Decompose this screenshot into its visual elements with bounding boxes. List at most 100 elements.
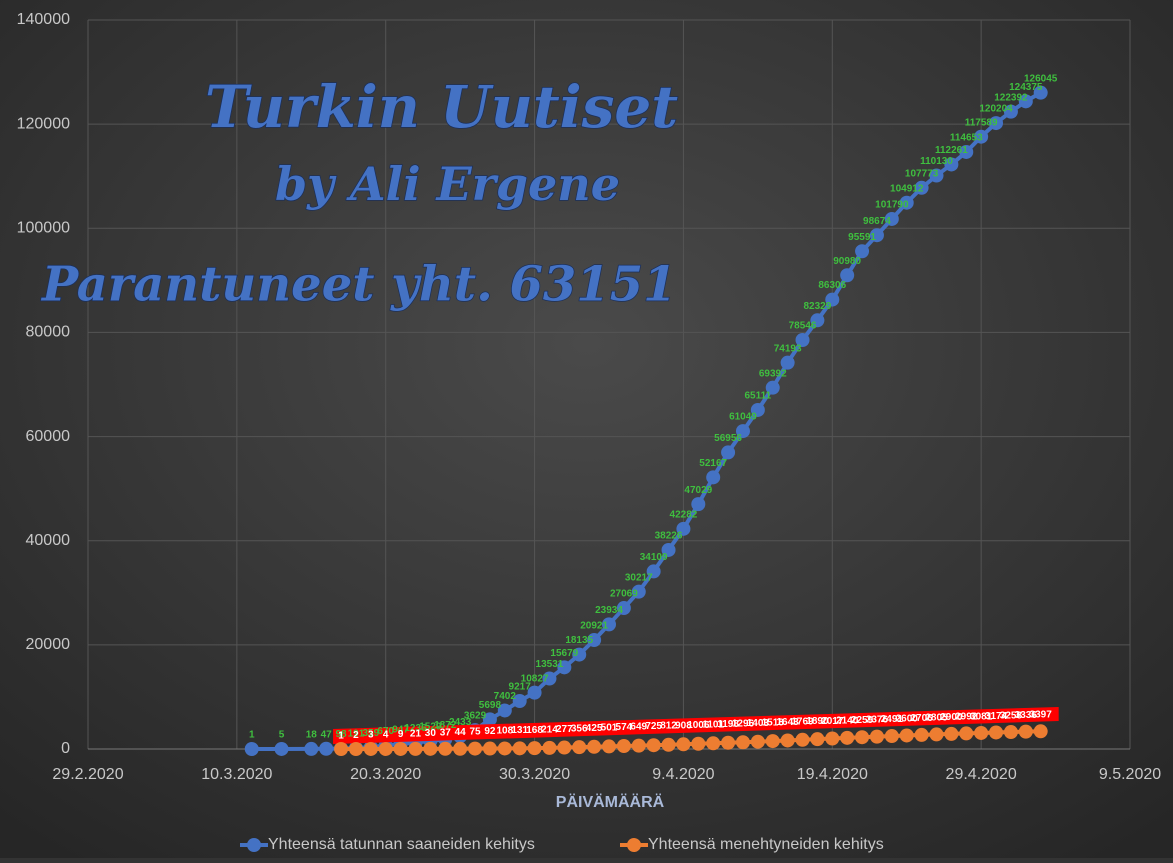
data-point: [929, 727, 944, 742]
data-point: [959, 144, 974, 159]
data-label: 69392: [759, 368, 787, 379]
data-label: 86306: [818, 280, 846, 291]
data-label: 2706: [910, 713, 933, 724]
data-label: 5698: [479, 700, 502, 711]
data-label: 9217: [509, 682, 532, 693]
data-point: [646, 738, 661, 753]
data-point: [378, 741, 393, 756]
data-label: 90980: [833, 256, 861, 267]
data-point: [408, 741, 423, 756]
data-label: 3258: [1000, 710, 1023, 721]
data-point: [676, 737, 691, 752]
data-label: 131: [511, 725, 528, 736]
y-tick-label: 60000: [26, 428, 71, 445]
data-label: 65111: [744, 391, 771, 402]
data-point: [780, 355, 795, 370]
data-label: 3397: [1030, 709, 1053, 720]
data-point: [497, 741, 512, 756]
data-label: 1872: [434, 720, 457, 731]
data-point: [348, 741, 363, 756]
data-label: 2140: [836, 715, 859, 726]
data-label: 1: [249, 730, 255, 741]
data-label: 56956: [714, 433, 742, 444]
data-label: 42282: [670, 509, 698, 520]
x-tick-label: 20.3.2020: [350, 766, 421, 783]
data-label: 120204: [979, 104, 1013, 115]
data-label: 649: [630, 722, 647, 733]
data-point: [363, 741, 378, 756]
data-label: 101790: [875, 200, 909, 211]
data-point: [631, 738, 646, 753]
data-label: 2017: [821, 716, 844, 727]
data-label: 30: [425, 728, 437, 739]
y-tick-label: 140000: [17, 11, 70, 28]
data-label: 124375: [1009, 82, 1043, 93]
data-label: 1403: [747, 718, 770, 729]
data-label: 2491: [881, 714, 904, 725]
data-point: [825, 731, 840, 746]
data-point: [631, 584, 646, 599]
data-label: 812: [660, 721, 677, 732]
data-label: 2900: [940, 712, 963, 723]
data-label: 3629: [464, 711, 487, 722]
data-point: [244, 741, 259, 756]
data-label: 114653: [950, 133, 983, 144]
legend-swatch-marker: [627, 838, 641, 852]
data-point: [527, 685, 542, 700]
data-label: 2433: [449, 717, 472, 728]
data-point: [661, 737, 676, 752]
data-point: [691, 736, 706, 751]
data-label: 2: [353, 730, 359, 741]
legend-swatch-marker: [247, 838, 261, 852]
data-label: 112261: [935, 145, 968, 156]
data-label: 61049: [729, 412, 757, 423]
data-label: 191: [348, 729, 365, 740]
legend-label: Yhteensä menehtyneiden kehitys: [648, 836, 884, 853]
watermark-title: Turkin Uutiset: [205, 73, 678, 141]
data-point: [1018, 724, 1033, 739]
data-label: 34109: [640, 552, 668, 563]
data-label: 52167: [699, 458, 727, 469]
data-label: 30217: [625, 572, 653, 583]
data-label: 92: [484, 726, 496, 737]
data-label: 277: [556, 724, 573, 735]
data-label: 117589: [965, 117, 998, 128]
data-point: [750, 402, 765, 417]
data-point: [512, 741, 527, 756]
data-label: 13531: [536, 659, 564, 670]
data-label: 908: [675, 720, 692, 731]
x-tick-label: 29.4.2020: [946, 766, 1017, 783]
data-point: [706, 470, 721, 485]
data-point: [304, 741, 319, 756]
data-label: 15679: [550, 648, 578, 659]
data-label: 1: [338, 731, 344, 742]
data-label: 38226: [655, 531, 683, 542]
data-point: [795, 732, 810, 747]
data-label: 1890: [806, 716, 829, 727]
data-label: 21: [410, 728, 422, 739]
data-label: 1101: [702, 719, 724, 730]
data-label: 3081: [970, 711, 993, 722]
data-point: [453, 741, 468, 756]
data-point: [691, 497, 706, 512]
data-label: 44: [455, 727, 467, 738]
data-label: 9: [398, 729, 404, 740]
data-point: [661, 542, 676, 557]
y-tick-label: 20000: [26, 636, 71, 653]
data-point: [274, 741, 289, 756]
data-point: [482, 741, 497, 756]
y-tick-label: 40000: [26, 532, 71, 549]
data-label: 20921: [580, 621, 608, 632]
data-point: [482, 712, 497, 727]
data-point: [944, 157, 959, 172]
data-label: 1198: [717, 719, 739, 730]
data-point: [616, 739, 631, 754]
data-point: [840, 730, 855, 745]
data-label: 75: [469, 727, 481, 738]
data-point: [497, 703, 512, 718]
data-point: [1033, 724, 1048, 739]
data-label: 2992: [955, 712, 978, 723]
data-point: [602, 739, 616, 754]
x-tick-label: 9.4.2020: [652, 766, 714, 783]
